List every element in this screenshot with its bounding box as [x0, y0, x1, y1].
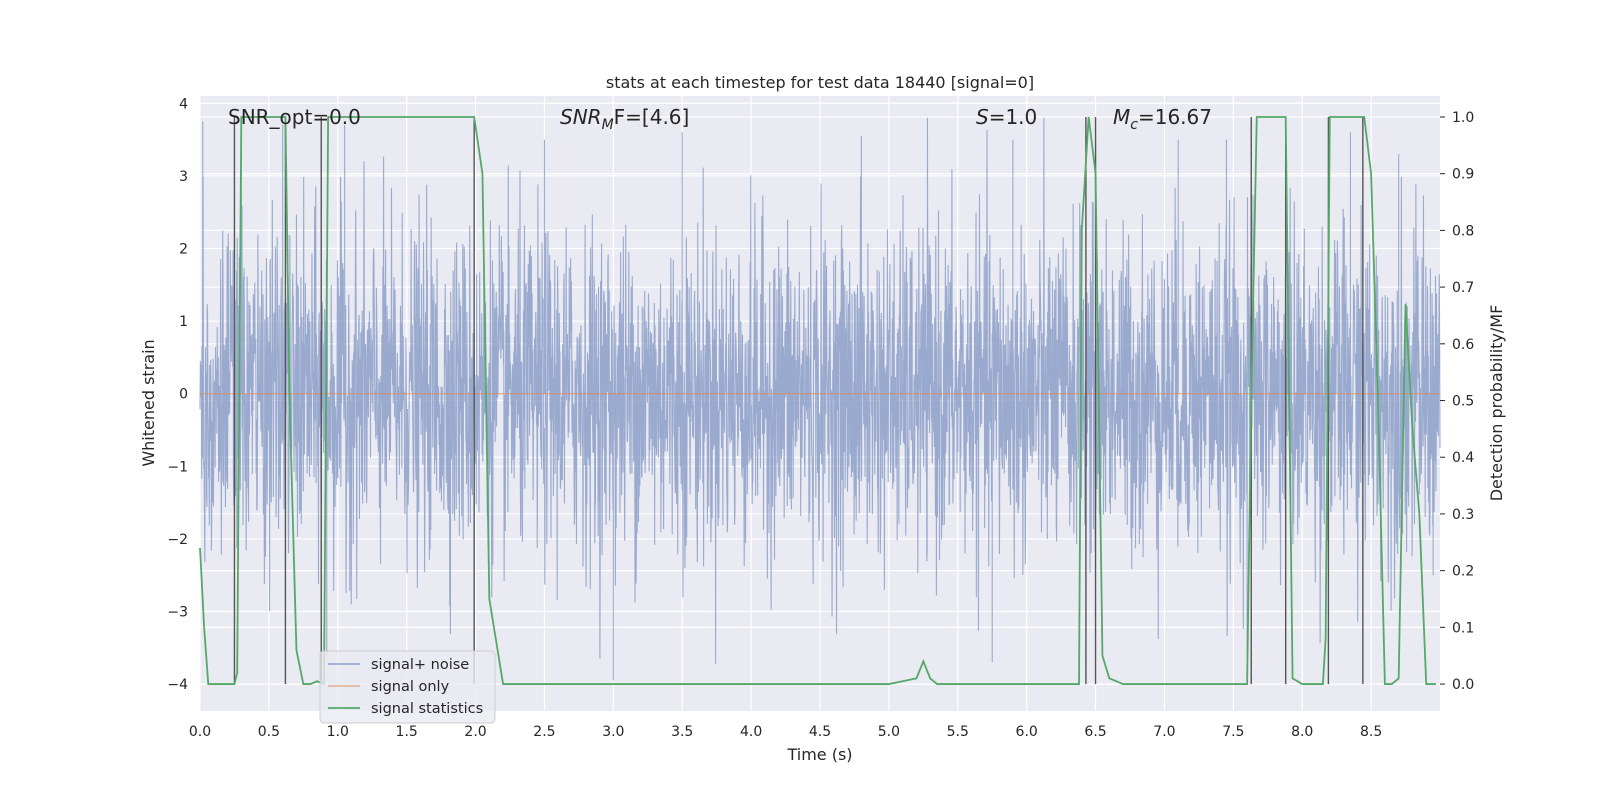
y-tick-label-right: 0.4	[1452, 450, 1474, 466]
annotation-s: S=1.0	[976, 105, 1037, 129]
legend-label-signal-only: signal only	[371, 679, 450, 695]
x-axis-label: Time (s)	[786, 745, 852, 764]
x-tick-label: 6.0	[1016, 724, 1038, 740]
legend-label-signal-noise: signal+ noise	[371, 657, 469, 673]
annotation-snr-mf: SNRMF=[4.6]	[560, 105, 689, 133]
x-tick-label: 8.0	[1291, 724, 1313, 740]
y-tick-label-left: 4	[179, 96, 188, 112]
y-tick-label-right: 0.6	[1452, 337, 1474, 353]
legend-box	[319, 650, 496, 724]
x-tick-label: 1.5	[396, 724, 418, 740]
y-tick-label-left: −2	[167, 532, 188, 548]
signal-statistics-line	[199, 116, 1436, 686]
y-tick-label-right: 0.7	[1452, 280, 1474, 296]
y-tick-label-left: 1	[179, 314, 188, 330]
x-tick-label: 2.5	[533, 724, 555, 740]
x-tick-label: 3.0	[602, 724, 624, 740]
x-tick-label: 7.5	[1222, 724, 1244, 740]
legend: signal+ noise signal only signal statist…	[319, 650, 496, 724]
annotation-snr-opt: SNR_opt=0.0	[228, 105, 361, 129]
x-tick-label: 2.0	[464, 724, 486, 740]
y-tick-label-left: −1	[167, 459, 188, 475]
x-tick-label: 4.5	[809, 724, 831, 740]
x-ticks: 0.0 0.5 1.0 1.5 2.0 2.5 3.0 3.5 4.0 4.5 5.0 5.5 6.0 6…	[189, 724, 1382, 740]
x-tick-label: 3.5	[671, 724, 693, 740]
y-tick-label-right: 0.9	[1452, 167, 1474, 183]
x-tick-label: 4.0	[740, 724, 762, 740]
signal-statistics-series	[199, 116, 1436, 686]
x-tick-label: 5.5	[947, 724, 969, 740]
y-tick-label-right: 0.5	[1452, 394, 1474, 410]
y-tick-label-left: 2	[179, 241, 188, 257]
y-tick-label-left: −3	[167, 605, 188, 621]
x-tick-label: 0.0	[189, 724, 211, 740]
annotation-mc: Mc=16.67	[1113, 105, 1212, 133]
y-tick-label-left: −4	[167, 677, 188, 693]
x-tick-label: 6.5	[1084, 724, 1106, 740]
x-tick-label: 1.0	[327, 724, 349, 740]
legend-label-signal-statistics: signal statistics	[371, 701, 483, 717]
y-tick-label-right: 0.8	[1452, 223, 1474, 239]
y-tick-label-right: 0.0	[1452, 677, 1474, 693]
x-tick-label: 7.0	[1153, 724, 1175, 740]
x-tick-label: 5.0	[878, 724, 900, 740]
x-tick-label: 8.5	[1360, 724, 1382, 740]
y-tick-label-right: 0.3	[1452, 507, 1474, 523]
y-tick-label-right: 1.0	[1452, 110, 1474, 126]
x-tick-label: 0.5	[258, 724, 280, 740]
y-axis-right-label: Detection probability/MF	[1487, 305, 1506, 502]
y-tick-label-left: 0	[179, 387, 188, 403]
y-tick-label-right: 0.2	[1452, 564, 1474, 580]
y-tick-label-right: 0.1	[1452, 620, 1474, 636]
y-tick-label-left: 3	[179, 169, 188, 185]
y-ticks-left: 4 3 2 1 0 −1 −2 −3 −4	[167, 96, 188, 693]
chart-title: stats at each timestep for test data 184…	[606, 73, 1034, 92]
y-axis-left-label: Whitened strain	[139, 339, 158, 466]
y-ticks-right: 1.0 0.9 0.8 0.7 0.6 0.5 0.4 0.3 0.2 0.1 0.0	[1440, 110, 1474, 693]
